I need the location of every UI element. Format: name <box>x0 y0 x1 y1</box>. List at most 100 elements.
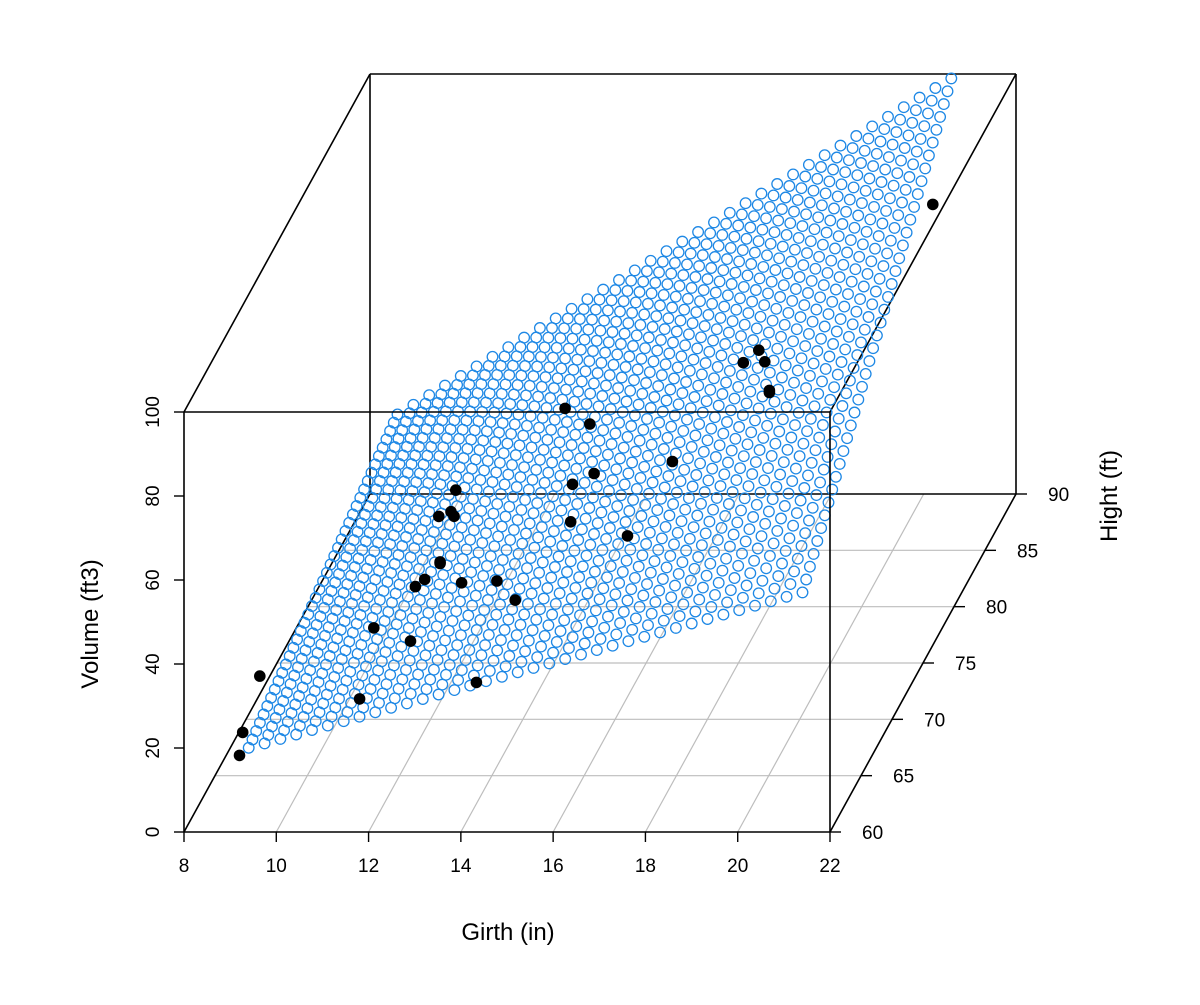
surface-marker <box>559 653 572 665</box>
surface-marker <box>604 560 617 573</box>
surface-marker <box>610 463 623 476</box>
surface-marker <box>599 495 612 508</box>
y-tick-label: 80 <box>986 598 1007 619</box>
surface-marker <box>565 439 578 451</box>
surface-marker <box>701 273 714 286</box>
surface-marker <box>432 688 445 701</box>
surface-marker <box>903 171 916 183</box>
surface-marker <box>607 358 620 371</box>
surface-marker <box>590 644 603 657</box>
surface-marker <box>752 587 765 600</box>
surface-marker <box>862 132 875 145</box>
surface-marker <box>914 132 927 145</box>
surface-marker <box>569 581 582 594</box>
surface-marker <box>469 589 482 602</box>
surface-marker <box>740 232 753 245</box>
surface-marker <box>882 151 895 164</box>
surface-marker <box>858 323 871 336</box>
surface-marker <box>536 411 549 424</box>
surface-marker <box>618 327 631 340</box>
surface-marker <box>503 650 516 662</box>
surface-marker <box>491 497 504 510</box>
surface-marker <box>674 314 687 327</box>
surface-marker <box>834 139 847 152</box>
surface-marker <box>761 249 773 262</box>
surface-marker <box>632 398 645 411</box>
surface-marker <box>543 361 556 374</box>
surface-marker <box>721 416 733 428</box>
surface-marker <box>693 418 706 431</box>
data-point <box>455 577 468 589</box>
surface-marker <box>735 330 747 343</box>
surface-marker <box>643 526 656 539</box>
surface-marker <box>859 184 872 197</box>
surface-marker <box>804 412 817 425</box>
surface-marker <box>811 172 824 185</box>
surface-marker <box>747 511 760 523</box>
surface-marker <box>524 552 537 564</box>
surface-marker <box>819 362 832 375</box>
x-tick-label: 16 <box>543 856 564 877</box>
surface-marker <box>586 615 599 628</box>
surface-marker <box>544 535 557 548</box>
surface-marker <box>646 476 659 489</box>
surface-marker <box>656 573 669 585</box>
surface-marker <box>632 560 645 573</box>
surface-marker <box>385 701 398 714</box>
surface-marker <box>700 238 713 251</box>
data-point <box>666 455 679 468</box>
surface-marker <box>922 149 935 162</box>
surface-marker <box>613 577 626 590</box>
surface-marker <box>508 557 521 570</box>
surface-marker <box>754 310 767 323</box>
surface-marker <box>690 306 703 319</box>
surface-marker <box>655 492 667 505</box>
surface-marker <box>668 409 681 422</box>
surface-marker <box>797 259 810 272</box>
surface-marker <box>805 456 818 469</box>
surface-marker <box>515 655 528 668</box>
surface-marker <box>829 242 841 255</box>
surface-marker <box>635 352 648 365</box>
surface-marker <box>644 254 657 267</box>
surface-marker <box>641 578 653 591</box>
surface-marker <box>711 533 724 546</box>
surface-marker <box>680 376 693 388</box>
surface-marker <box>541 582 554 595</box>
surface-marker <box>306 724 318 736</box>
box-edge <box>183 493 371 833</box>
surface-marker <box>850 305 863 318</box>
surface-marker <box>847 181 860 194</box>
surface-marker <box>909 104 922 117</box>
surface-marker <box>708 251 721 263</box>
surface-marker <box>748 210 760 223</box>
surface-marker <box>527 370 540 383</box>
surface-marker <box>769 264 782 276</box>
surface-marker <box>698 486 711 499</box>
surface-marker <box>606 326 619 338</box>
surface-marker <box>736 547 748 560</box>
surface-marker <box>723 364 736 377</box>
surface-marker <box>784 388 797 401</box>
surface-marker <box>831 368 844 381</box>
surface-marker <box>614 305 626 318</box>
surface-marker <box>759 338 772 351</box>
data-point <box>927 198 939 211</box>
surface-marker <box>735 369 748 382</box>
surface-marker <box>684 574 697 587</box>
surface-marker <box>577 442 590 454</box>
surface-marker <box>615 489 627 502</box>
surface-marker <box>773 252 786 265</box>
surface-marker <box>786 294 799 307</box>
surface-marker <box>502 613 515 626</box>
surface-marker <box>692 379 705 392</box>
surface-marker <box>810 489 823 502</box>
surface-marker <box>560 529 572 542</box>
data-point <box>409 580 422 593</box>
surface-marker <box>517 429 530 442</box>
surface-marker <box>749 414 761 427</box>
surface-marker <box>826 483 839 496</box>
surface-marker <box>872 230 885 243</box>
surface-marker <box>435 644 448 657</box>
surface-marker <box>575 523 588 536</box>
